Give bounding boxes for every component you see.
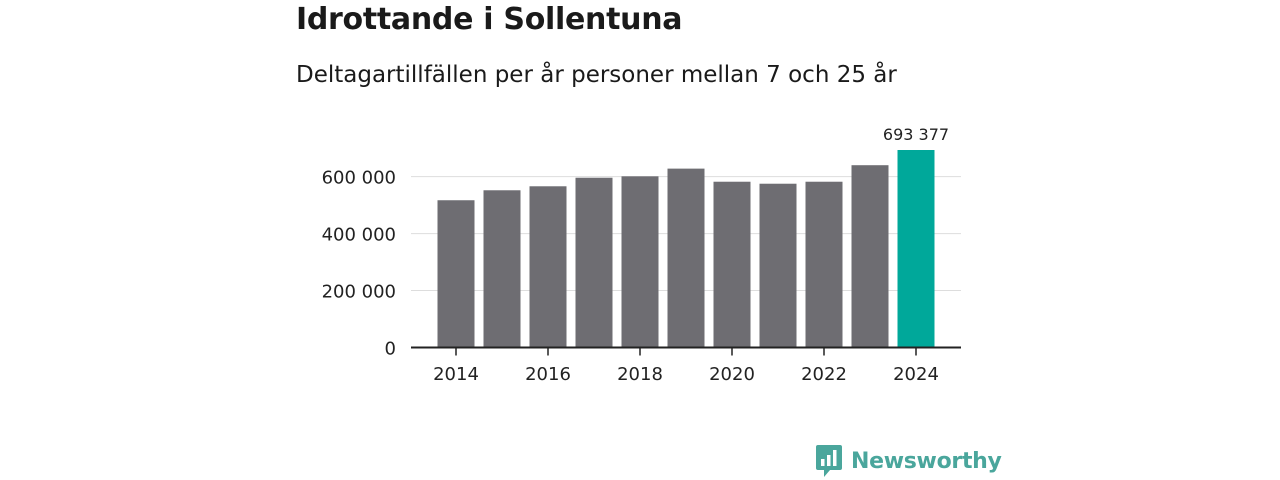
bar-2016 [529, 186, 567, 348]
brand-name: Newsworthy [851, 448, 1002, 474]
axes [411, 346, 961, 356]
newsworthy-icon [816, 445, 842, 477]
brand-logo: Newsworthy [815, 444, 1002, 478]
x-tick-label-2018: 2018 [617, 364, 663, 385]
bar-2022 [805, 181, 843, 348]
bar-2018 [621, 176, 659, 348]
bar-2017 [575, 177, 613, 348]
bar-2019 [667, 168, 705, 348]
labels: 0 200 000 400 000 600 000 2014 2016 2018 2020 20… [322, 125, 950, 385]
chart-title: Idrottande i Sollentuna [296, 2, 683, 37]
x-tick-label-2016: 2016 [525, 364, 571, 385]
bars [437, 150, 935, 348]
bar-2021 [759, 183, 797, 348]
bar-2023 [851, 165, 889, 348]
y-tick-label-400000: 400 000 [322, 225, 396, 246]
x-tick-label-2024: 2024 [893, 364, 939, 385]
y-tick-label-0: 0 [385, 339, 396, 360]
bar-2014 [437, 200, 475, 348]
data-label-2024: 693 377 [883, 125, 949, 144]
bar-2020 [713, 181, 751, 348]
x-tick-label-2022: 2022 [801, 364, 847, 385]
bar-2024 [897, 150, 935, 348]
y-tick-label-200000: 200 000 [322, 282, 396, 303]
chart-subtitle: Deltagartillfällen per år personer mella… [296, 62, 897, 88]
x-tick-label-2020: 2020 [709, 364, 755, 385]
bar-2015 [483, 190, 521, 348]
y-tick-label-600000: 600 000 [322, 168, 396, 189]
x-tick-label-2014: 2014 [433, 364, 479, 385]
